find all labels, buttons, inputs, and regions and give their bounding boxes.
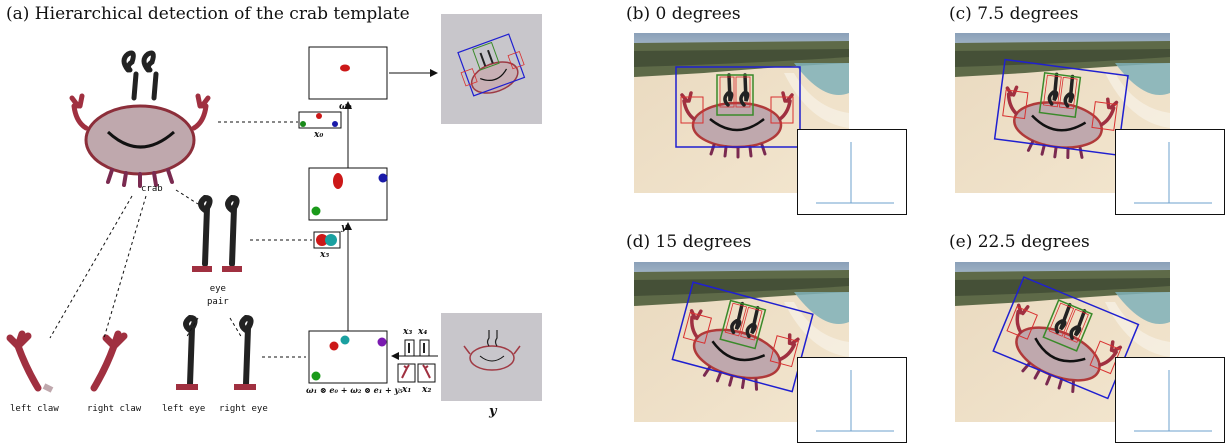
crab-label: crab	[141, 184, 163, 194]
crab-template-image	[69, 50, 211, 188]
eye-pair-image	[192, 194, 242, 272]
left-claw-image	[6, 330, 54, 393]
response-peak-plot	[797, 357, 907, 443]
right-eye-image	[234, 314, 256, 390]
beach-detection-image	[634, 262, 849, 422]
x3-label: x₃	[403, 327, 413, 337]
omega0-map	[308, 46, 388, 100]
panel-title: (d) 15 degrees	[626, 232, 752, 252]
panel-title: (b) 0 degrees	[626, 4, 741, 24]
right-claw-image	[90, 330, 128, 392]
beach-detection-image	[955, 33, 1170, 193]
x0-label: x₀	[314, 130, 324, 140]
input-image-y	[441, 313, 542, 401]
detection-output-image	[441, 14, 542, 124]
response-peak-plot	[1115, 357, 1225, 443]
left-claw-label: left claw	[10, 404, 59, 414]
y0-label: y₀	[341, 223, 351, 233]
x1-label: x₁	[402, 385, 412, 395]
y-label: y	[489, 404, 497, 419]
omega0-label: ω₀	[339, 102, 352, 112]
tree-edges	[49, 121, 312, 358]
right-claw-label: right claw	[87, 404, 142, 414]
response-peak-plot	[1115, 129, 1225, 215]
panel-a-title: (a) Hierarchical detection of the crab t…	[6, 4, 410, 24]
x5-label: x₅	[320, 250, 330, 260]
eye-pair-label: eye pair	[207, 284, 229, 307]
x2-label: x₂	[422, 385, 432, 395]
y0-map	[308, 167, 388, 221]
formula-label: ω₁ ⊗ e₀ + ω₂ ⊗ e₁ + y₅	[306, 385, 403, 395]
panel-title: (c) 7.5 degrees	[949, 4, 1079, 24]
x0-map	[298, 111, 342, 129]
panel-title: (e) 22.5 degrees	[949, 232, 1090, 252]
omega0-peak	[340, 64, 350, 72]
right-eye-label: right eye	[219, 404, 268, 414]
response-peak-plot	[797, 129, 907, 215]
left-eye-image	[176, 314, 198, 390]
x4-label: x₄	[418, 327, 428, 337]
left-eye-label: left eye	[162, 404, 206, 414]
